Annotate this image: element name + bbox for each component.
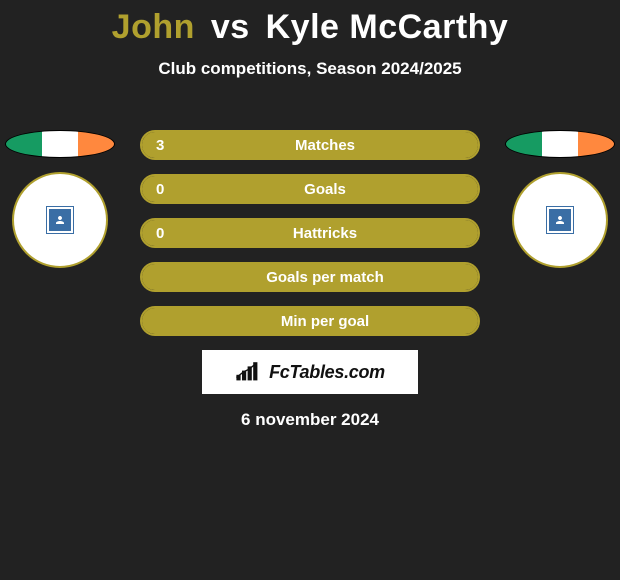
avatar [512, 172, 608, 268]
comparison-subtitle: Club competitions, Season 2024/2025 [0, 59, 620, 79]
stat-label: Min per goal [142, 308, 478, 334]
stat-row: 0 Goals [140, 174, 480, 204]
stat-value-right [450, 176, 478, 202]
stat-row: 3 Matches [140, 130, 480, 160]
date-text: 6 november 2024 [140, 410, 480, 430]
stat-value-right [450, 264, 478, 290]
player2-name: Kyle McCarthy [266, 8, 509, 46]
comparison-title: John vs Kyle McCarthy [0, 8, 620, 47]
stat-label: Hattricks [142, 220, 478, 246]
avatar-placeholder-icon [547, 207, 573, 233]
avatar-placeholder-icon [47, 207, 73, 233]
stat-row: Goals per match [140, 262, 480, 292]
stat-row: 0 Hattricks [140, 218, 480, 248]
stats-panel: 3 Matches 0 Goals 0 Hattricks Goals per … [140, 130, 480, 430]
player1-name: John [112, 8, 195, 46]
brand-badge: FcTables.com [202, 350, 418, 394]
stat-label: Matches [142, 132, 478, 158]
flag-icon [505, 130, 615, 158]
left-player-badge [5, 130, 115, 268]
stat-row: Min per goal [140, 306, 480, 336]
stat-value-right [450, 220, 478, 246]
vs-separator: vs [211, 8, 250, 46]
stat-label: Goals [142, 176, 478, 202]
brand-text: FcTables.com [269, 362, 385, 383]
stat-label: Goals per match [142, 264, 478, 290]
stat-value-right [450, 308, 478, 334]
flag-icon [5, 130, 115, 158]
avatar [12, 172, 108, 268]
stat-value-right [450, 132, 478, 158]
right-player-badge [505, 130, 615, 268]
brand-bars-icon [235, 362, 263, 382]
